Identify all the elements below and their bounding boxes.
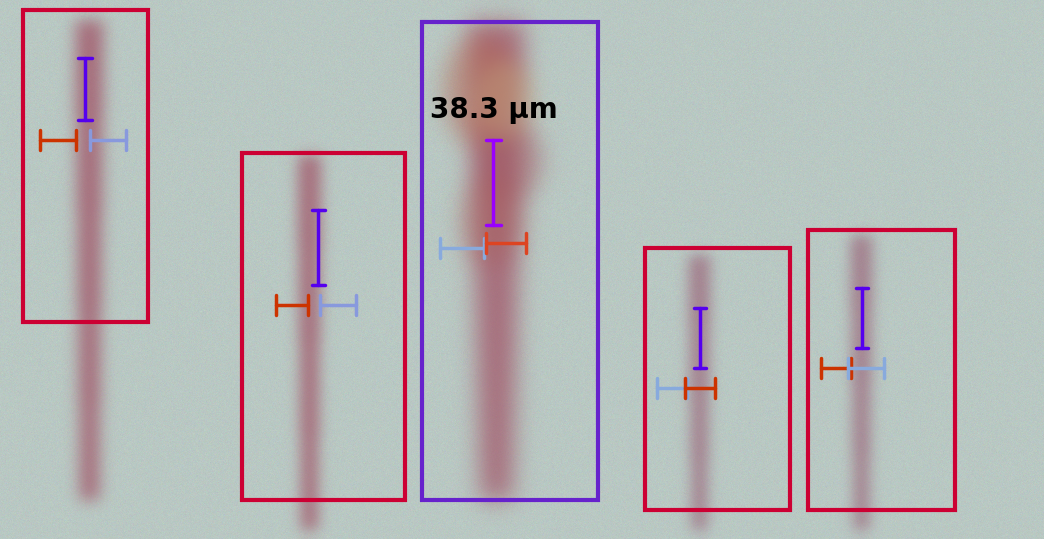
- Bar: [23, 10, 148, 322]
- Bar: [422, 22, 598, 500]
- Text: 38.3 μm: 38.3 μm: [430, 96, 557, 124]
- Bar: [645, 248, 790, 510]
- Bar: [808, 230, 955, 510]
- Bar: [242, 153, 405, 500]
